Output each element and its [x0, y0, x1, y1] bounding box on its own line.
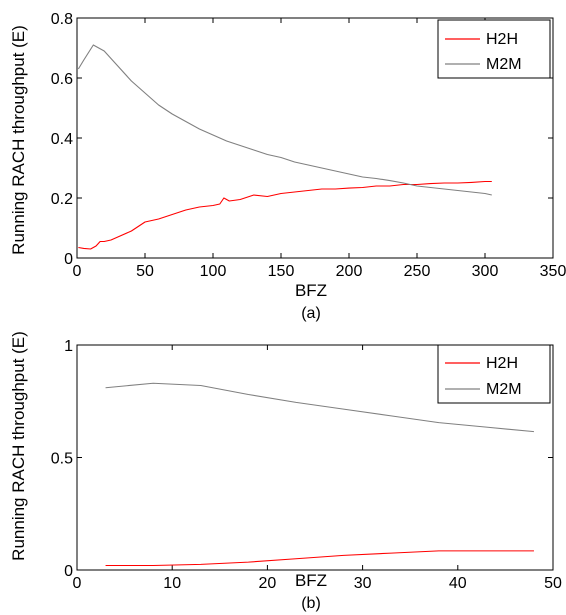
series-line-h2h-b — [105, 550, 534, 567]
y-tick-label-a: 0.6 — [51, 71, 73, 88]
legend-b: H2H M2M — [437, 344, 551, 404]
x-tick-label-a: 300 — [472, 263, 499, 280]
legend-box-a — [437, 19, 551, 79]
x-tick-label-a: 350 — [540, 263, 566, 280]
chart-b: 0 10 20 30 40 50 0 0.5 1 BFZ (b) Running RACH th… — [9, 331, 562, 612]
x-tick-label-a: 250 — [404, 263, 431, 280]
x-tick-label-a: 150 — [268, 263, 295, 280]
caption-b: (b) — [301, 595, 321, 612]
x-axis-label-a: BFZ — [295, 281, 327, 300]
series-layer-a — [77, 44, 492, 250]
x-tick-label-a: 0 — [73, 263, 82, 280]
x-tick-label-a: 50 — [136, 263, 154, 280]
ticks-a: 0 50 100 150 200 250 300 350 0 0.2 0.4 0.6 0.8 — [51, 11, 566, 280]
legend-label-m2m-b: M2M — [486, 381, 522, 398]
caption-a: (a) — [301, 305, 321, 322]
y-axis-label-b: Running RACH throughput (E) — [9, 331, 28, 561]
x-tick-label-b: 0 — [73, 575, 82, 592]
series-line-m2m-a — [77, 44, 492, 196]
y-tick-label-b: 0 — [64, 563, 73, 580]
legend-box-b — [437, 344, 551, 404]
series-line-m2m-b — [105, 382, 535, 433]
y-tick-label-a: 0.8 — [51, 11, 73, 28]
legend-label-h2h-a: H2H — [486, 31, 518, 48]
series-line-h2h-a — [78, 180, 492, 250]
series-layer-b — [105, 382, 535, 567]
y-tick-label-a: 0.2 — [51, 191, 73, 208]
y-tick-label-b: 0.5 — [51, 451, 73, 468]
x-tick-label-a: 100 — [200, 263, 227, 280]
x-tick-label-b: 30 — [354, 575, 372, 592]
chart-a: 0 50 100 150 200 250 300 350 0 0.2 0.4 0.6 0.8 BFZ (… — [9, 11, 566, 322]
x-tick-label-b: 20 — [259, 575, 277, 592]
x-tick-label-b: 40 — [449, 575, 467, 592]
x-tick-label-a: 200 — [336, 263, 363, 280]
x-tick-label-b: 10 — [163, 575, 181, 592]
legend-label-m2m-a: M2M — [486, 56, 522, 73]
y-axis-label-a: Running RACH throughput (E) — [9, 25, 28, 255]
y-tick-label-a: 0.4 — [51, 131, 73, 148]
y-tick-label-b: 1 — [64, 338, 73, 355]
legend-label-h2h-b: H2H — [486, 355, 518, 372]
ticks-b: 0 10 20 30 40 50 0 0.5 1 — [51, 338, 562, 592]
x-axis-label-b: BFZ — [295, 571, 327, 590]
y-tick-label-a: 0 — [64, 251, 73, 268]
x-tick-label-b: 50 — [544, 575, 562, 592]
legend-a: H2H M2M — [437, 19, 551, 79]
